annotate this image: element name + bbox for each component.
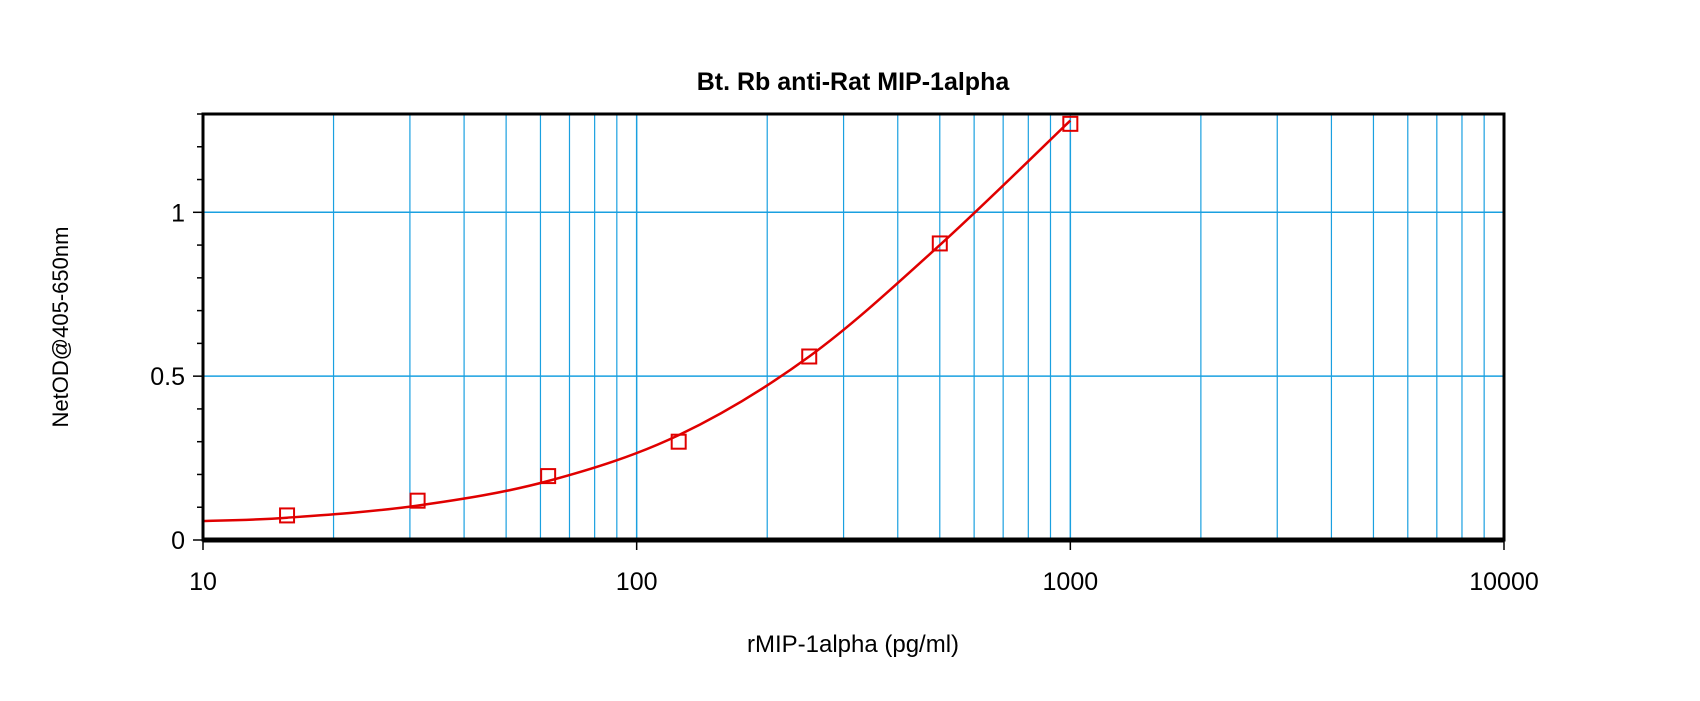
x-axis-label: rMIP-1alpha (pg/ml) (747, 631, 959, 658)
x-ticks: 10 100 1000 10000 (189, 540, 1539, 596)
y-axis-label: NetOD@405-650nm (48, 227, 73, 428)
fit-curve (202, 119, 1072, 523)
data-point (931, 235, 948, 252)
data-point (409, 492, 426, 509)
data-points (279, 115, 1079, 524)
y-tick-label: 1 (171, 199, 185, 227)
x-tick-label: 1000 (1043, 568, 1099, 596)
data-point (540, 468, 557, 485)
x-tick-label: 100 (616, 568, 658, 596)
data-point (279, 507, 296, 524)
data-point (801, 348, 818, 365)
y-ticks: 00.51 (150, 113, 203, 555)
x-tick-label: 10 (189, 568, 217, 596)
y-tick-label: 0 (171, 527, 185, 555)
data-point (1062, 115, 1079, 132)
plot-frame (201, 112, 1506, 542)
grid (203, 114, 1504, 540)
fit-curve-group (202, 119, 1072, 523)
chart-title: Bt. Rb anti-Rat MIP-1alpha (697, 68, 1011, 96)
data-point (670, 433, 687, 450)
y-tick-label: 0.5 (150, 363, 185, 391)
x-tick-label: 10000 (1469, 568, 1539, 596)
